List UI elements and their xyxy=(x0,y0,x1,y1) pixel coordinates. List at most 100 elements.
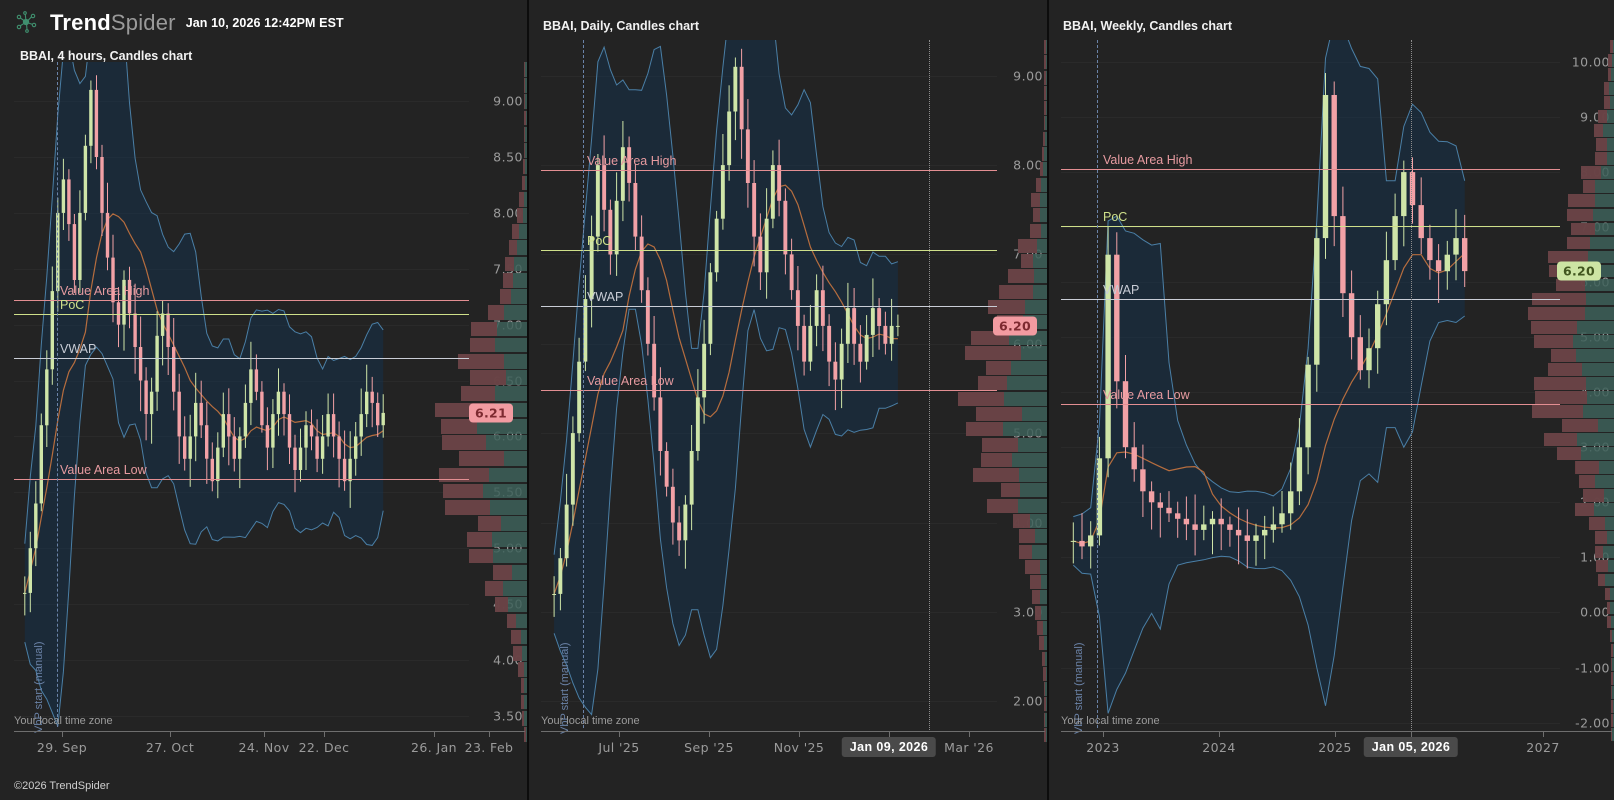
candle-body xyxy=(1340,216,1346,294)
level-line-poc[interactable] xyxy=(14,313,469,315)
chart-title-daily: BBAI, Daily, Candles chart xyxy=(543,19,700,33)
level-line-vah[interactable] xyxy=(1061,169,1560,171)
volume-profile-bar-sell xyxy=(1604,82,1609,95)
candle-body xyxy=(177,391,181,437)
volume-profile-bar-sell xyxy=(1044,40,1046,54)
volume-profile-bar-sell xyxy=(470,370,507,385)
volume-profile-bar-sell xyxy=(524,78,526,93)
volume-profile-bar-sell xyxy=(1044,85,1047,100)
volume-profile-bar-sell xyxy=(965,422,1004,437)
candle-body xyxy=(583,299,588,362)
current-price-badge[interactable]: 6.20 xyxy=(993,316,1038,336)
level-line-poc[interactable] xyxy=(541,250,997,251)
level-line-vwap[interactable] xyxy=(1061,298,1560,300)
current-price-badge[interactable]: 6.20 xyxy=(1557,261,1602,281)
volume-profile-bar-sell xyxy=(1550,348,1577,362)
candle-body xyxy=(1453,238,1459,255)
candle-body xyxy=(802,325,807,362)
level-line-vah[interactable] xyxy=(14,300,469,302)
chart-panel-daily[interactable]: BBAI, Daily, Candles chart 9.008.007.006… xyxy=(527,0,1047,800)
volume-profile-bar-sell xyxy=(1594,531,1607,545)
volume-profile-bar-sell xyxy=(1597,110,1608,123)
volume-profile-bar-sell xyxy=(1595,138,1607,152)
level-line-poc[interactable] xyxy=(1061,226,1560,227)
level-line-vwap[interactable] xyxy=(541,306,997,308)
volume-profile-bar-sell xyxy=(469,337,495,353)
candle-body xyxy=(564,504,569,559)
candle-body xyxy=(720,165,725,219)
volume-profile-bar-sell xyxy=(470,321,497,337)
candle-body xyxy=(1348,293,1355,338)
candle-body xyxy=(260,391,264,426)
moving-average-line xyxy=(24,213,384,594)
volume-profile-bar xyxy=(523,143,527,158)
volume-profile-bar xyxy=(1611,685,1614,699)
bollinger-band-fill xyxy=(554,40,898,715)
volume-profile-bar-sell xyxy=(988,299,1025,314)
candle-body xyxy=(577,361,582,434)
level-label-val: Value Area Low xyxy=(60,462,147,477)
current-price-badge[interactable]: 6.21 xyxy=(469,403,514,423)
level-line-val[interactable] xyxy=(14,478,469,480)
candle-body xyxy=(243,402,248,437)
level-label-vah: Value Area High xyxy=(1103,153,1193,168)
candle-body xyxy=(238,436,242,459)
level-line-vah[interactable] xyxy=(541,169,997,171)
level-line-vwap[interactable] xyxy=(14,358,469,360)
volume-profile-bar xyxy=(520,678,527,694)
y-axis-label: 3.50 xyxy=(493,708,523,724)
volume-profile-bar-sell xyxy=(1582,180,1596,194)
volume-profile-bar-sell xyxy=(440,418,478,434)
vbp-start-line[interactable] xyxy=(57,62,58,727)
volume-profile-bar-sell xyxy=(1035,605,1042,620)
volume-profile-bar-sell xyxy=(1044,101,1047,116)
volume-profile-bar-sell xyxy=(1597,573,1606,587)
candle-body xyxy=(287,414,292,448)
candle-body xyxy=(1288,491,1294,514)
moving-average-line xyxy=(553,184,898,595)
candle-body xyxy=(61,179,66,213)
volume-profile-bar xyxy=(1044,712,1047,727)
timezone-note: Your local time zone xyxy=(1061,715,1160,727)
vbp-start-line[interactable] xyxy=(1097,40,1098,728)
volume-profile-bar-sell xyxy=(442,435,487,450)
candle-body xyxy=(833,361,838,380)
vbp-start-line[interactable] xyxy=(583,40,584,728)
volume-profile-bar-sell xyxy=(523,159,525,175)
candle-body xyxy=(122,279,126,325)
volume-profile-bar-sell xyxy=(1596,559,1609,573)
candle-body xyxy=(1244,535,1250,541)
volume-profile-bar-sell xyxy=(1607,601,1610,615)
candle-body xyxy=(777,165,782,201)
candle-body xyxy=(359,414,363,437)
volume-profile-bar-sell xyxy=(460,386,495,402)
volume-profile-bar-sell xyxy=(1042,131,1046,146)
x-axis-label: 2025 xyxy=(1318,740,1352,755)
bollinger-lower xyxy=(24,346,384,727)
volume-profile-bar-sell xyxy=(1610,40,1613,53)
volume-profile-bar-sell xyxy=(503,272,513,288)
level-line-val[interactable] xyxy=(541,390,997,392)
plot-area-4h[interactable]: 9.008.508.007.507.006.506.005.505.004.50… xyxy=(14,62,527,782)
candle-body xyxy=(1218,518,1224,525)
candle-body xyxy=(1235,529,1242,536)
chart-panel-4h[interactable]: TrendSpider Jan 10, 2026 12:42PM EST BBA… xyxy=(0,0,527,800)
volume-profile-bar-sell xyxy=(987,498,1018,513)
volume-profile-bar-sell xyxy=(1008,269,1034,284)
volume-profile-bar-sell xyxy=(958,391,1005,406)
volume-profile-bar-sell xyxy=(1567,194,1596,208)
volume-profile-bar-sell xyxy=(458,451,504,467)
volume-profile-bar-sell xyxy=(520,694,524,710)
candle-body xyxy=(337,436,341,459)
x-axis-label: Mar '26 xyxy=(944,740,994,755)
candle-body xyxy=(1253,535,1259,541)
x-axis-tick xyxy=(489,731,490,737)
volume-profile-bar xyxy=(1609,629,1614,643)
chart-panel-weekly[interactable]: BBAI, Weekly, Candles chart 10.009.008.0… xyxy=(1047,0,1614,800)
candle-body xyxy=(733,66,738,112)
level-line-val[interactable] xyxy=(1061,404,1560,406)
candle-body xyxy=(695,397,700,451)
plot-area-weekly[interactable]: 10.009.008.007.006.005.004.003.002.001.0… xyxy=(1061,40,1614,782)
